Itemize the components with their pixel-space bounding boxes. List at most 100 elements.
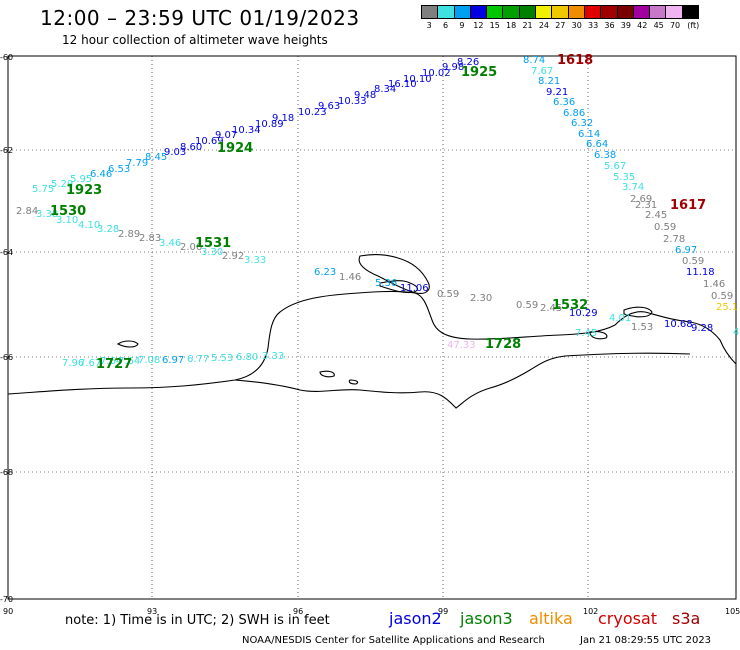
swh-value-label: 3.10 bbox=[56, 215, 78, 226]
swh-value-label: 3.33 bbox=[244, 255, 266, 266]
map-grid bbox=[8, 56, 736, 599]
swh-value-label: 2.06 bbox=[180, 242, 202, 253]
swh-value-label: 4.10 bbox=[78, 220, 100, 231]
swh-value-label: 5.35 bbox=[613, 172, 635, 183]
lat-tick-label: -70 bbox=[0, 595, 13, 604]
swh-value-label: 5.29 bbox=[51, 179, 73, 190]
swh-value-label: 2.92 bbox=[222, 251, 244, 262]
legend-label: 9 bbox=[459, 21, 465, 30]
pass-time-label: 1618 bbox=[557, 53, 593, 68]
swh-value-label: 2.78 bbox=[663, 234, 685, 245]
legend-label: 15 bbox=[489, 21, 500, 30]
swh-value-label: 10.33 bbox=[338, 96, 367, 107]
swh-value-label: 2.89 bbox=[118, 229, 140, 240]
pass-time-label: 1727 bbox=[96, 357, 132, 372]
swh-value-label: 6.97 bbox=[162, 355, 184, 366]
lat-tick-label: -62 bbox=[0, 146, 13, 155]
lon-tick-label: 102 bbox=[583, 607, 598, 616]
swh-value-label: 6.36 bbox=[553, 97, 575, 108]
swh-value-label: 4.01 bbox=[609, 313, 631, 324]
time-labels: 1925 1618 1924 1923 1530 1617 1531 1532 1728 1727 bbox=[50, 53, 706, 372]
swh-value-label: 3.38 bbox=[36, 209, 58, 220]
legend-label: 42 bbox=[637, 21, 648, 30]
pass-time-label: 1531 bbox=[195, 236, 231, 251]
swh-value-label: 47.33 bbox=[447, 340, 476, 351]
swh-value-label: 6.86 bbox=[563, 108, 585, 119]
swh-value-label: 8.74 bbox=[523, 55, 545, 66]
legend-label: 24 bbox=[538, 21, 550, 30]
footer-timestamp: Jan 21 08:29:55 UTC 2023 bbox=[580, 635, 712, 646]
swh-value-label: 10.69 bbox=[195, 136, 224, 147]
swh-value-label: 3.33 bbox=[262, 351, 284, 362]
swh-value-label: 0.59 bbox=[654, 222, 676, 233]
swh-value-label: 9.98 bbox=[442, 62, 464, 73]
swh-value-label: 2.83 bbox=[139, 233, 161, 244]
swh-value-label: 10.29 bbox=[569, 308, 598, 319]
swh-value-label: 7.45 bbox=[575, 328, 597, 339]
color-legend bbox=[421, 5, 700, 19]
pass-time-label: 1923 bbox=[66, 183, 102, 198]
swh-value-label: 9.48 bbox=[354, 90, 376, 101]
swh-value-label: 2.84 bbox=[16, 206, 38, 217]
legend-label: 30 bbox=[571, 21, 582, 30]
swh-value-label: 3.46 bbox=[159, 238, 181, 249]
swh-value-label: 7.64 bbox=[118, 356, 140, 367]
legend-swatch bbox=[681, 5, 700, 19]
swh-value-label: 2.45 bbox=[540, 303, 562, 314]
lat-tick-label: -68 bbox=[0, 468, 13, 477]
satellite-cryosat: cryosat bbox=[598, 609, 658, 628]
legend-label: 3 bbox=[426, 21, 432, 30]
swh-value-label: 6.97 bbox=[675, 245, 697, 256]
swh-value-label: 5.36 bbox=[375, 278, 397, 289]
swh-value-label: 7.67 bbox=[79, 358, 101, 369]
swh-value-label: 5.95 bbox=[70, 174, 92, 185]
swh-value-label: 7.79 bbox=[126, 158, 148, 169]
coastline bbox=[7, 254, 737, 409]
swh-value-label: 10.68 bbox=[664, 319, 693, 330]
swh-value-label: 10.89 bbox=[255, 119, 284, 130]
swh-value-label: 3.74 bbox=[622, 182, 644, 193]
swh-value-label: 3.30 bbox=[201, 247, 223, 258]
lat-tick-label: -66 bbox=[0, 353, 13, 362]
lat-tick-label: -60 bbox=[0, 53, 13, 62]
swh-value-label: 2.45 bbox=[645, 210, 667, 221]
swh-value-label: 1.46 bbox=[339, 272, 361, 283]
swh-value-label: 0.59 bbox=[516, 300, 538, 311]
legend-label: 39 bbox=[620, 21, 631, 30]
swh-value-label: 9.07 bbox=[215, 130, 237, 141]
swh-value-label: 6.46 bbox=[90, 169, 112, 180]
lon-tick-label: 99 bbox=[438, 607, 448, 616]
swh-value-label: 6.38 bbox=[594, 150, 616, 161]
swh-value-label: 1.46 bbox=[703, 279, 725, 290]
legend-label: 12 bbox=[473, 21, 484, 30]
swh-value-label: 10.02 bbox=[422, 68, 451, 79]
swh-value-label: 6.53 bbox=[108, 164, 130, 175]
swh-value-label: 6.64 bbox=[586, 139, 608, 150]
lat-tick-label: -64 bbox=[0, 248, 13, 257]
swh-value-label: 5.75 bbox=[32, 184, 54, 195]
swh-value-label: 16.10 bbox=[388, 79, 417, 90]
swh-value-label: 8.45 bbox=[145, 152, 167, 163]
axis-labels: -60 -62 -64 -66 -68 -70 90 93 96 99 102 105 bbox=[0, 53, 740, 616]
swh-value-label: 5.53 bbox=[211, 353, 233, 364]
satellite-jason2: jason2 bbox=[389, 609, 442, 628]
legend-label: 21 bbox=[522, 21, 533, 30]
swh-value-label: 8.26 bbox=[457, 57, 479, 68]
swh-value-label: 9.18 bbox=[272, 113, 294, 124]
swh-value-label: 9.28 bbox=[691, 323, 713, 334]
swh-value-label: 7.64 bbox=[100, 356, 122, 367]
legend-label: 70 bbox=[669, 21, 681, 30]
swh-value-label: 3.28 bbox=[97, 224, 119, 235]
swh-value-label: 11.18 bbox=[686, 267, 715, 278]
legend-label: 36 bbox=[604, 21, 615, 30]
satellite-s3a: s3a bbox=[672, 609, 701, 628]
swh-value-label: 10.10 bbox=[403, 74, 432, 85]
swh-value-label: 6.77 bbox=[187, 354, 209, 365]
pass-time-label: 1728 bbox=[485, 337, 521, 352]
pass-time-label: 1925 bbox=[461, 65, 497, 80]
page-title: 12:00 – 23:59 UTC 01/19/2023 bbox=[40, 6, 360, 30]
swh-value-label: 2.31 bbox=[635, 200, 657, 211]
swh-value-label: 6.32 bbox=[571, 118, 593, 129]
pass-time-label: 1532 bbox=[552, 298, 588, 313]
footer-credit: NOAA/NESDIS Center for Satellite Applica… bbox=[242, 635, 545, 646]
